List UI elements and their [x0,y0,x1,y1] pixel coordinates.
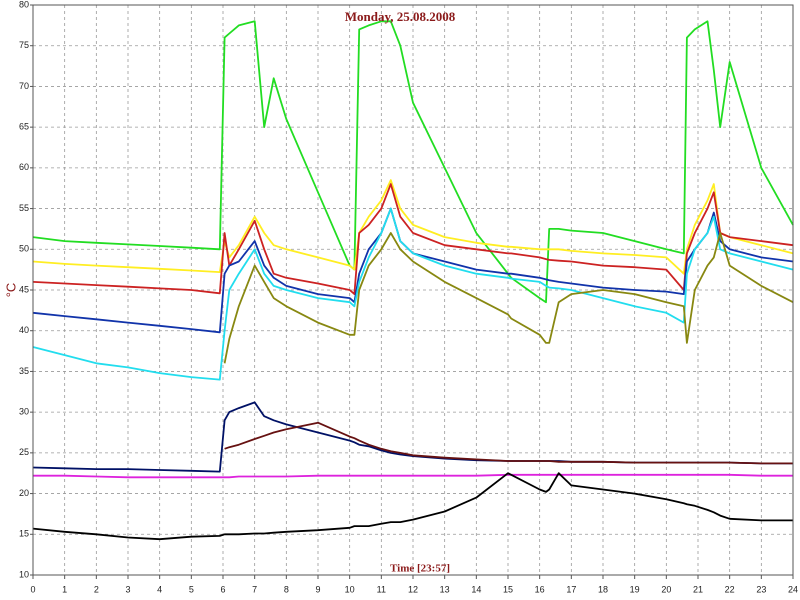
y-tick-label: 40 [19,325,29,335]
x-tick-label: 11 [377,584,386,594]
y-tick-label: 65 [19,122,29,132]
lines [32,20,794,541]
x-tick-label: 4 [157,584,162,594]
x-tick-label: 17 [566,584,576,594]
y-tick-label: 15 [19,529,29,539]
x-tick-label: 12 [408,584,418,594]
series-line [32,183,794,295]
y-tick-label: 55 [19,203,29,213]
series-line [32,472,793,541]
x-tick-label: 3 [125,584,130,594]
x-tick-label: 20 [661,584,671,594]
y-tick-label: 80 [19,0,29,9]
x-tick-label: 15 [503,584,513,594]
x-tick-label: 13 [440,584,450,594]
x-axis-label: Time [23:57] [390,563,450,575]
y-tick-label: 20 [19,488,29,498]
x-tick-label: 22 [725,584,735,594]
x-tick-label: 2 [94,584,99,594]
y-tick-label: 25 [19,447,29,457]
x-tick-label: 21 [693,584,703,594]
x-tick-label: 18 [598,584,608,594]
x-tick-label: 1 [62,584,67,594]
y-tick-label: 70 [19,81,29,91]
x-tick-label: 8 [284,584,289,594]
plot-frame [32,4,794,576]
x-tick-label: 6 [220,584,225,594]
x-tick-label: 14 [471,584,481,594]
x-tick-label: 16 [535,584,545,594]
x-tick-label: 9 [315,584,320,594]
series-line [224,421,793,465]
series-line [32,207,794,381]
x-tick-label: 7 [252,584,257,594]
x-tick-label: 24 [788,584,798,594]
series-line [33,473,793,479]
y-tick-label: 10 [19,569,29,579]
y-axis-label: °C [3,283,18,298]
y-tick-label: 30 [19,407,29,417]
y-tick-label: 60 [19,162,29,172]
chart-title: Monday, 25.08.2008 [345,9,456,24]
y-tick-label: 75 [19,40,29,50]
x-tick-label: 5 [189,584,194,594]
y-tick-label: 35 [19,366,29,376]
x-tick-label: 23 [756,584,766,594]
y-tick-label: 50 [19,244,29,254]
x-tick-label: 19 [630,584,640,594]
y-tick-label: 45 [19,284,29,294]
series-line [223,232,794,364]
x-tick-label: 10 [345,584,355,594]
series-line [32,20,794,304]
x-tick-label: 0 [30,584,35,594]
